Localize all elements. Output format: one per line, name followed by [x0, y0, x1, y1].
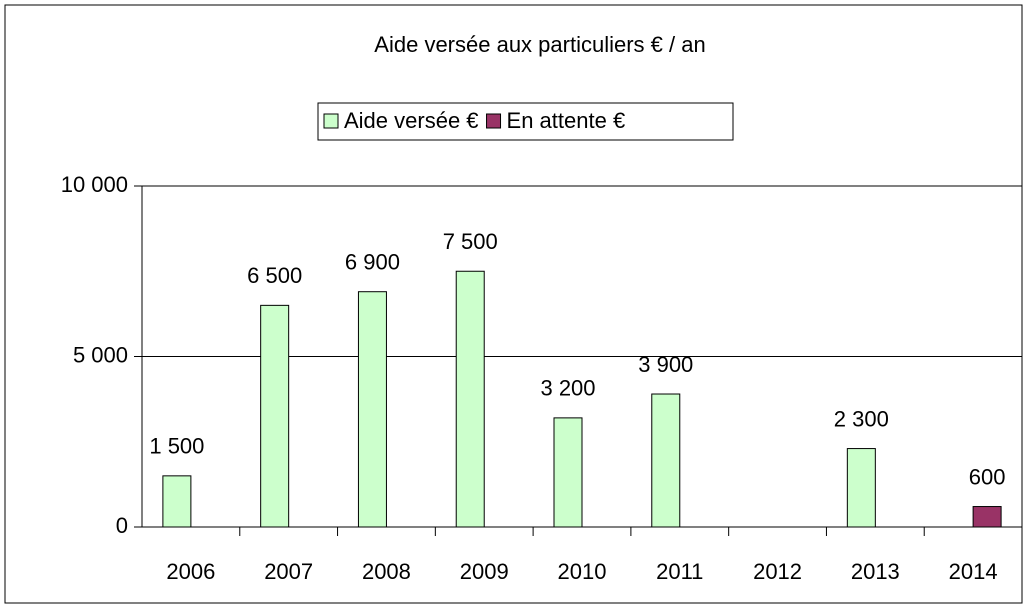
legend-swatch [323, 113, 339, 129]
bar [553, 417, 583, 528]
x-tick-label: 2006 [166, 559, 215, 584]
x-tick-label: 2010 [558, 559, 607, 584]
legend-box [317, 102, 734, 141]
bar [972, 506, 1002, 528]
x-tick-label: 2008 [362, 559, 411, 584]
data-label: 3 900 [638, 352, 693, 377]
data-label: 2 300 [834, 406, 889, 431]
data-label: 6 900 [345, 250, 400, 275]
legend-label: En attente € [507, 108, 626, 133]
data-label: 6 500 [247, 263, 302, 288]
legend-swatch [486, 113, 502, 129]
x-tick-label: 2009 [460, 559, 509, 584]
bar [846, 448, 876, 528]
data-label: 1 500 [149, 434, 204, 459]
bar [651, 393, 681, 528]
chart-title: Aide versée aux particuliers € / an [374, 32, 705, 57]
data-label: 7 500 [443, 229, 498, 254]
x-tick-label: 2007 [264, 559, 313, 584]
bar [260, 304, 290, 528]
y-tick-label: 5 000 [73, 342, 128, 367]
x-tick-label: 2014 [949, 559, 998, 584]
x-tick-label: 2013 [851, 559, 900, 584]
y-tick-label: 0 [116, 513, 128, 538]
data-label: 3 200 [540, 376, 595, 401]
x-tick-label: 2011 [656, 559, 703, 584]
legend-label: Aide versée € [344, 108, 479, 133]
bar [162, 475, 192, 528]
data-label: 600 [969, 464, 1006, 489]
bar [357, 291, 387, 528]
y-tick-label: 10 000 [61, 172, 128, 197]
x-tick-label: 2012 [753, 559, 802, 584]
bar [455, 270, 485, 528]
